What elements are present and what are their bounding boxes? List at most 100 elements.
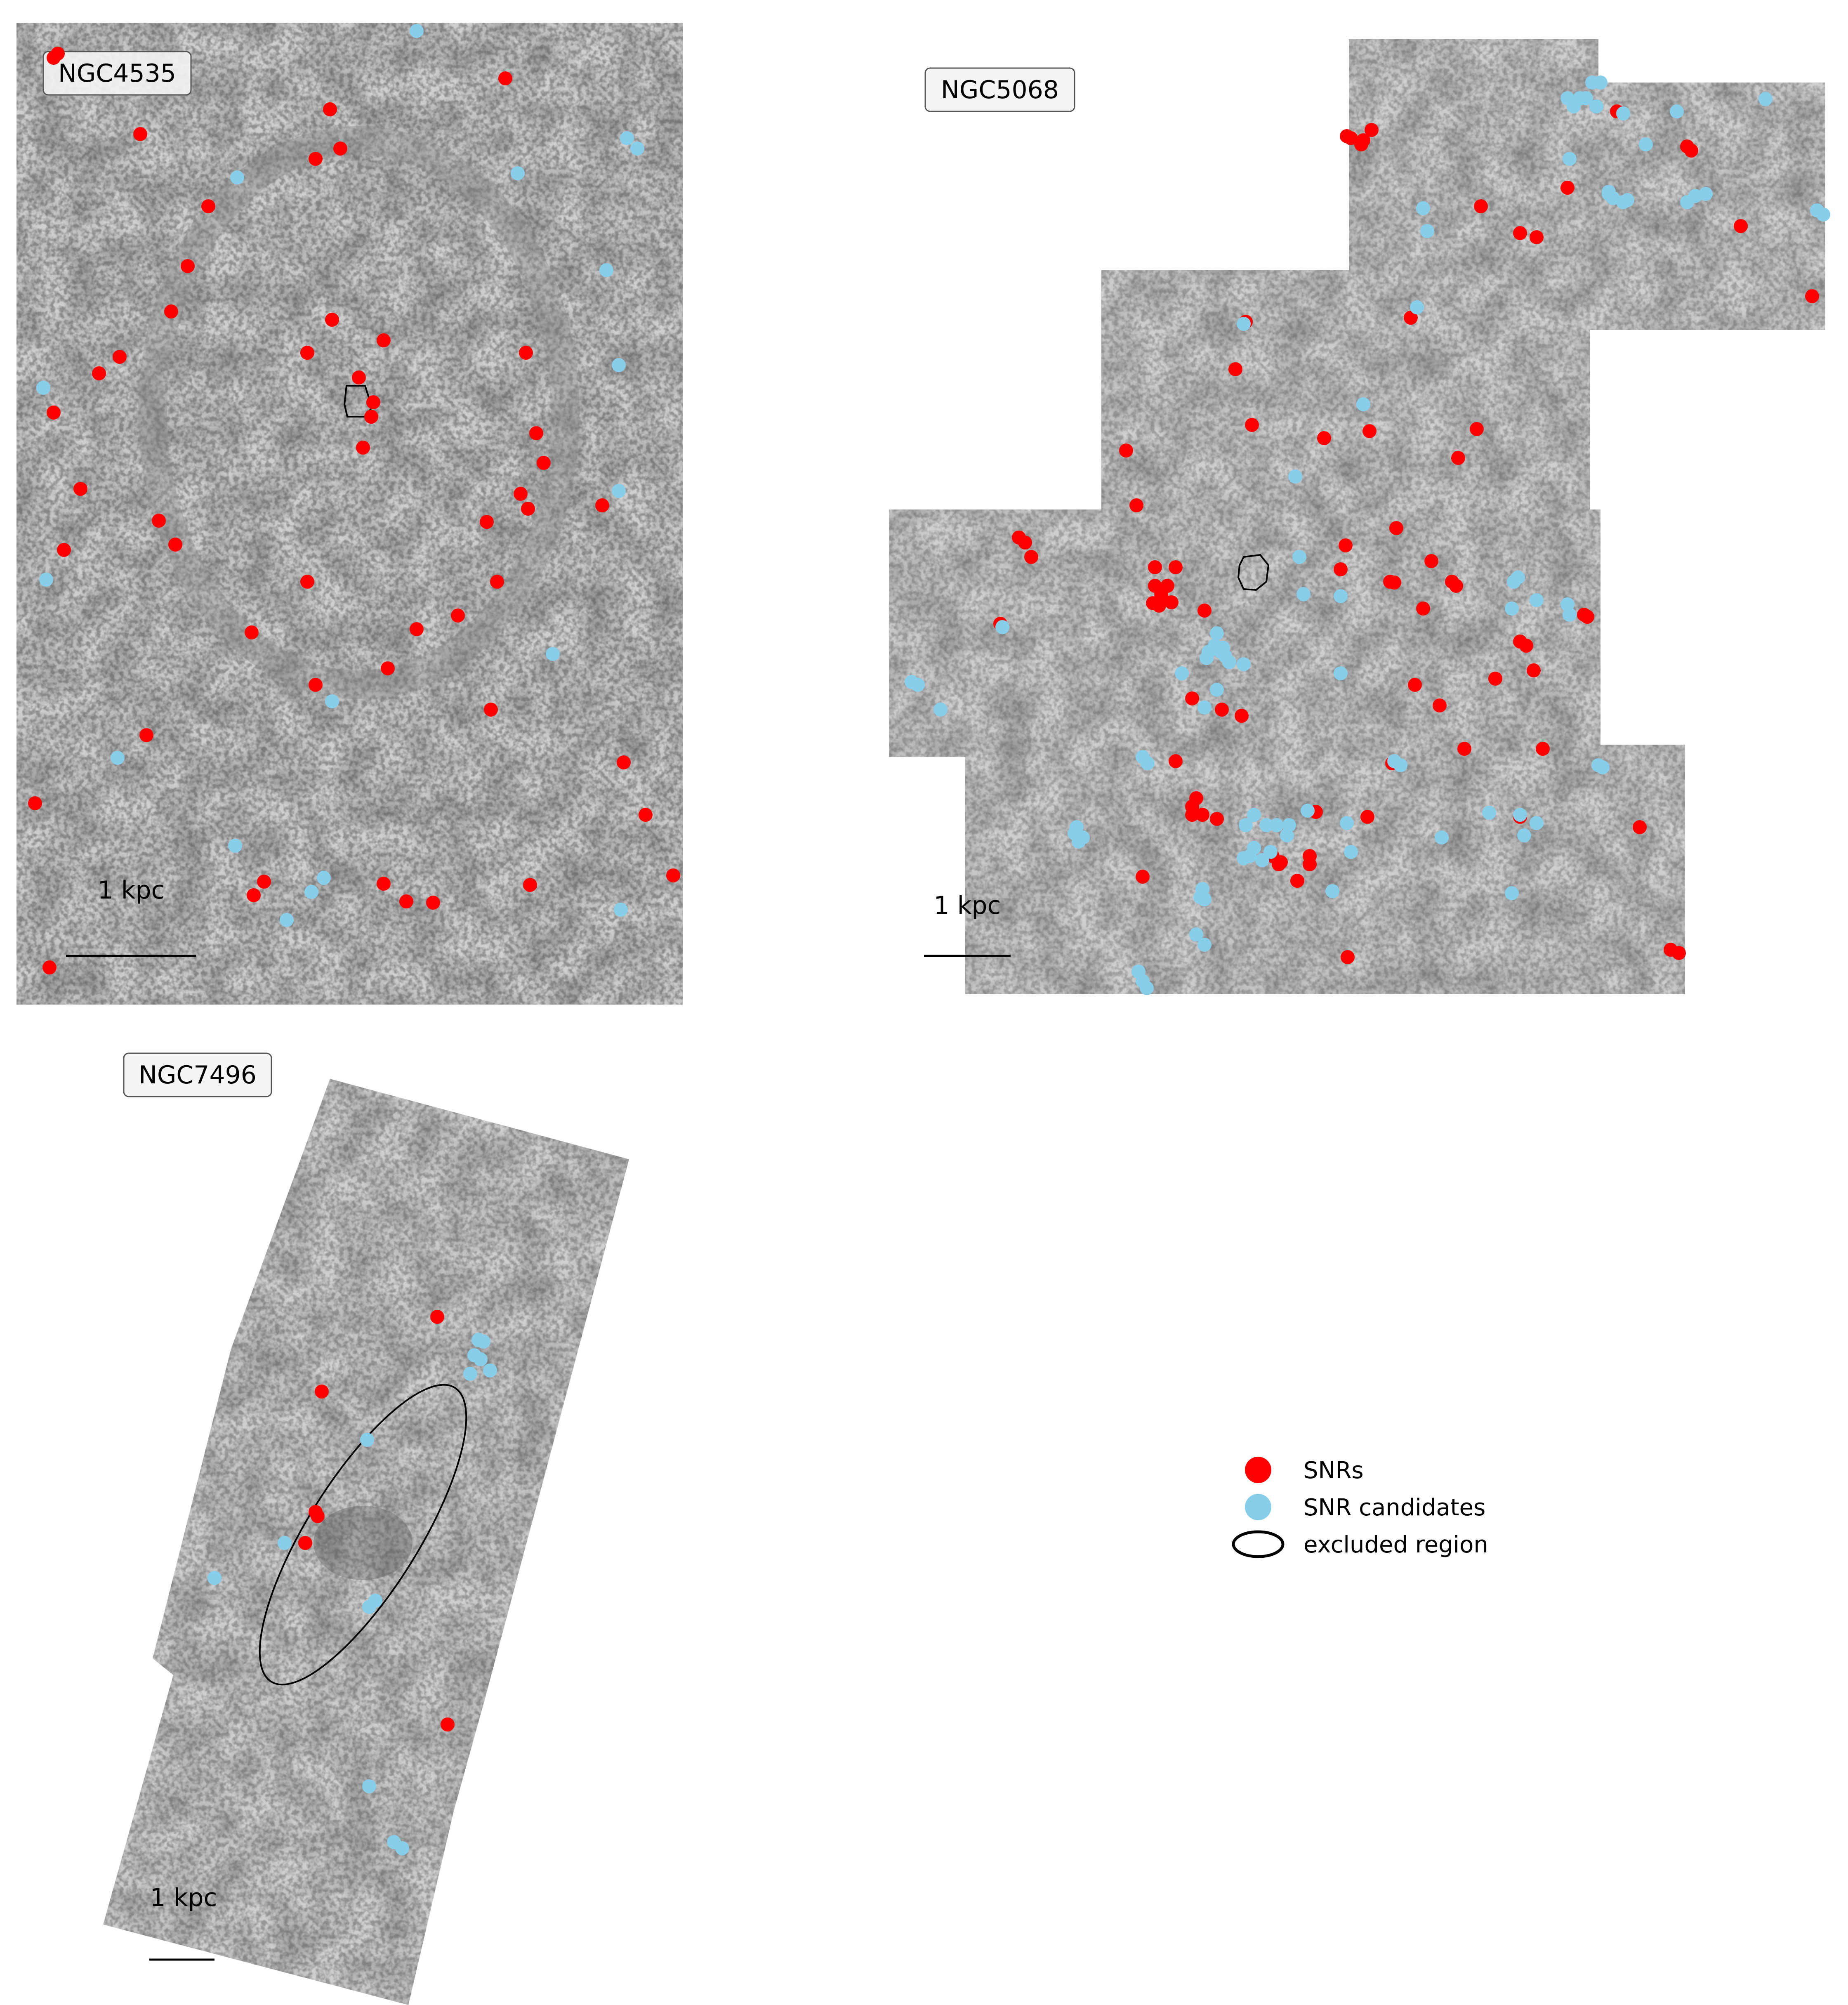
legend-candidate-marker bbox=[1245, 1494, 1271, 1520]
snr-marker bbox=[1519, 639, 1533, 653]
snr-marker bbox=[352, 370, 366, 384]
snr-marker bbox=[309, 152, 323, 166]
snr-marker bbox=[1536, 742, 1550, 756]
candidate-marker bbox=[1175, 666, 1189, 680]
snr-marker bbox=[1424, 554, 1438, 568]
panel-ngc4535: NGC4535 1 kpc bbox=[16, 23, 683, 1005]
snr-marker bbox=[300, 346, 314, 360]
snr-marker bbox=[113, 350, 127, 364]
candidate-marker bbox=[280, 913, 294, 927]
candidate-marker bbox=[511, 166, 525, 180]
candidate-marker bbox=[362, 1779, 376, 1793]
snr-marker bbox=[92, 366, 106, 380]
snr-marker bbox=[42, 960, 57, 974]
snr-marker bbox=[325, 313, 339, 327]
candidate-marker bbox=[1222, 655, 1236, 669]
label-box: NGC5068 bbox=[924, 67, 1075, 112]
panel-title: NGC4535 bbox=[58, 59, 176, 88]
candidate-marker bbox=[207, 1571, 222, 1585]
snr-marker bbox=[410, 622, 424, 636]
candidate-marker bbox=[228, 839, 242, 853]
snr-marker bbox=[1303, 857, 1317, 871]
snr-marker bbox=[595, 498, 609, 512]
galaxy-specks bbox=[103, 1079, 629, 2005]
candidate-marker bbox=[325, 694, 339, 708]
candidate-marker bbox=[1197, 892, 1212, 906]
snr-marker bbox=[1488, 672, 1502, 686]
snr-marker bbox=[1169, 754, 1183, 768]
candidate-marker bbox=[1247, 808, 1261, 822]
snr-marker bbox=[311, 1509, 325, 1523]
snr-marker bbox=[1734, 219, 1748, 233]
scale-bar: 1 kpc bbox=[149, 1883, 217, 1961]
candidate-marker bbox=[620, 131, 634, 145]
candidate-marker bbox=[1589, 99, 1603, 113]
snr-marker bbox=[1185, 808, 1199, 822]
candidate-marker bbox=[1334, 666, 1348, 680]
panel-ngc5068: NGC5068 1 kpc bbox=[889, 39, 1830, 995]
candidate-marker bbox=[614, 903, 628, 917]
snr-marker bbox=[1197, 604, 1212, 618]
snr-marker bbox=[451, 609, 465, 623]
candidate-marker bbox=[1639, 137, 1653, 151]
snr-marker bbox=[245, 625, 259, 639]
snr-marker bbox=[1341, 950, 1355, 964]
snr-marker bbox=[73, 482, 87, 496]
candidate-marker bbox=[230, 170, 244, 184]
snr-marker bbox=[1195, 808, 1209, 822]
snr-marker bbox=[1356, 133, 1370, 147]
snr-marker bbox=[1433, 698, 1447, 712]
candidate-marker bbox=[1325, 884, 1339, 898]
scale-bar: 1 kpc bbox=[924, 891, 1011, 957]
scale-label: 1 kpc bbox=[933, 891, 1001, 920]
snr-marker bbox=[1169, 560, 1183, 574]
snr-marker bbox=[323, 102, 337, 116]
snr-marker bbox=[381, 661, 395, 675]
scale-label: 1 kpc bbox=[150, 1883, 217, 1912]
candidate-marker bbox=[410, 24, 424, 38]
candidate-marker bbox=[1435, 830, 1449, 844]
candidate-marker bbox=[933, 703, 948, 717]
candidate-marker bbox=[1393, 758, 1407, 772]
candidate-marker bbox=[1530, 593, 1544, 607]
candidate-marker bbox=[1210, 626, 1224, 640]
snr-marker bbox=[1404, 311, 1418, 325]
snr-marker bbox=[1360, 810, 1374, 824]
candidate-marker bbox=[1259, 818, 1273, 832]
snr-marker bbox=[1805, 289, 1819, 303]
snr-marker bbox=[1527, 663, 1541, 677]
snr-marker bbox=[1290, 874, 1304, 888]
snr-marker bbox=[1164, 595, 1179, 609]
snr-marker bbox=[51, 47, 65, 61]
candidate-marker bbox=[1288, 469, 1302, 484]
candidate-marker bbox=[1200, 651, 1214, 665]
snr-marker bbox=[47, 406, 61, 420]
snr-marker bbox=[1513, 226, 1527, 240]
galaxy-specks bbox=[16, 23, 683, 1005]
snr-marker bbox=[484, 703, 498, 717]
snr-marker bbox=[1389, 521, 1403, 535]
snr-marker bbox=[523, 878, 537, 892]
snr-marker bbox=[1416, 602, 1430, 616]
snr-marker bbox=[377, 333, 391, 347]
snr-marker bbox=[490, 575, 504, 589]
snr-marker bbox=[1362, 424, 1377, 438]
candidate-marker bbox=[1301, 804, 1315, 818]
candidate-marker bbox=[317, 871, 331, 885]
candidate-marker bbox=[1140, 981, 1154, 995]
ring-structure bbox=[138, 126, 580, 699]
candidate-marker bbox=[1189, 927, 1203, 941]
snr-marker bbox=[315, 1385, 329, 1399]
snr-marker bbox=[1457, 742, 1471, 756]
snr-marker bbox=[257, 875, 271, 889]
snr-marker bbox=[164, 304, 178, 318]
snr-marker bbox=[1272, 857, 1286, 871]
candidate-marker bbox=[1237, 657, 1251, 671]
snr-marker bbox=[1129, 498, 1143, 512]
candidate-marker bbox=[1579, 91, 1593, 105]
snr-marker bbox=[309, 678, 323, 692]
snr-marker bbox=[1474, 199, 1488, 213]
candidate-marker bbox=[1141, 756, 1155, 770]
snr-marker bbox=[1580, 610, 1594, 624]
snr-marker bbox=[1560, 181, 1575, 195]
